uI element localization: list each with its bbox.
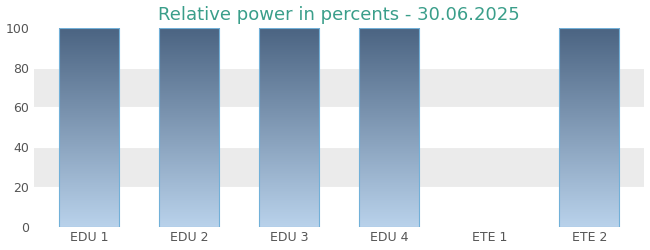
Bar: [34, 187, 644, 226]
Bar: [34, 28, 644, 68]
Bar: [34, 68, 644, 107]
Bar: [34, 107, 644, 147]
Bar: [34, 147, 644, 187]
Title: Relative power in percents - 30.06.2025: Relative power in percents - 30.06.2025: [159, 6, 520, 24]
